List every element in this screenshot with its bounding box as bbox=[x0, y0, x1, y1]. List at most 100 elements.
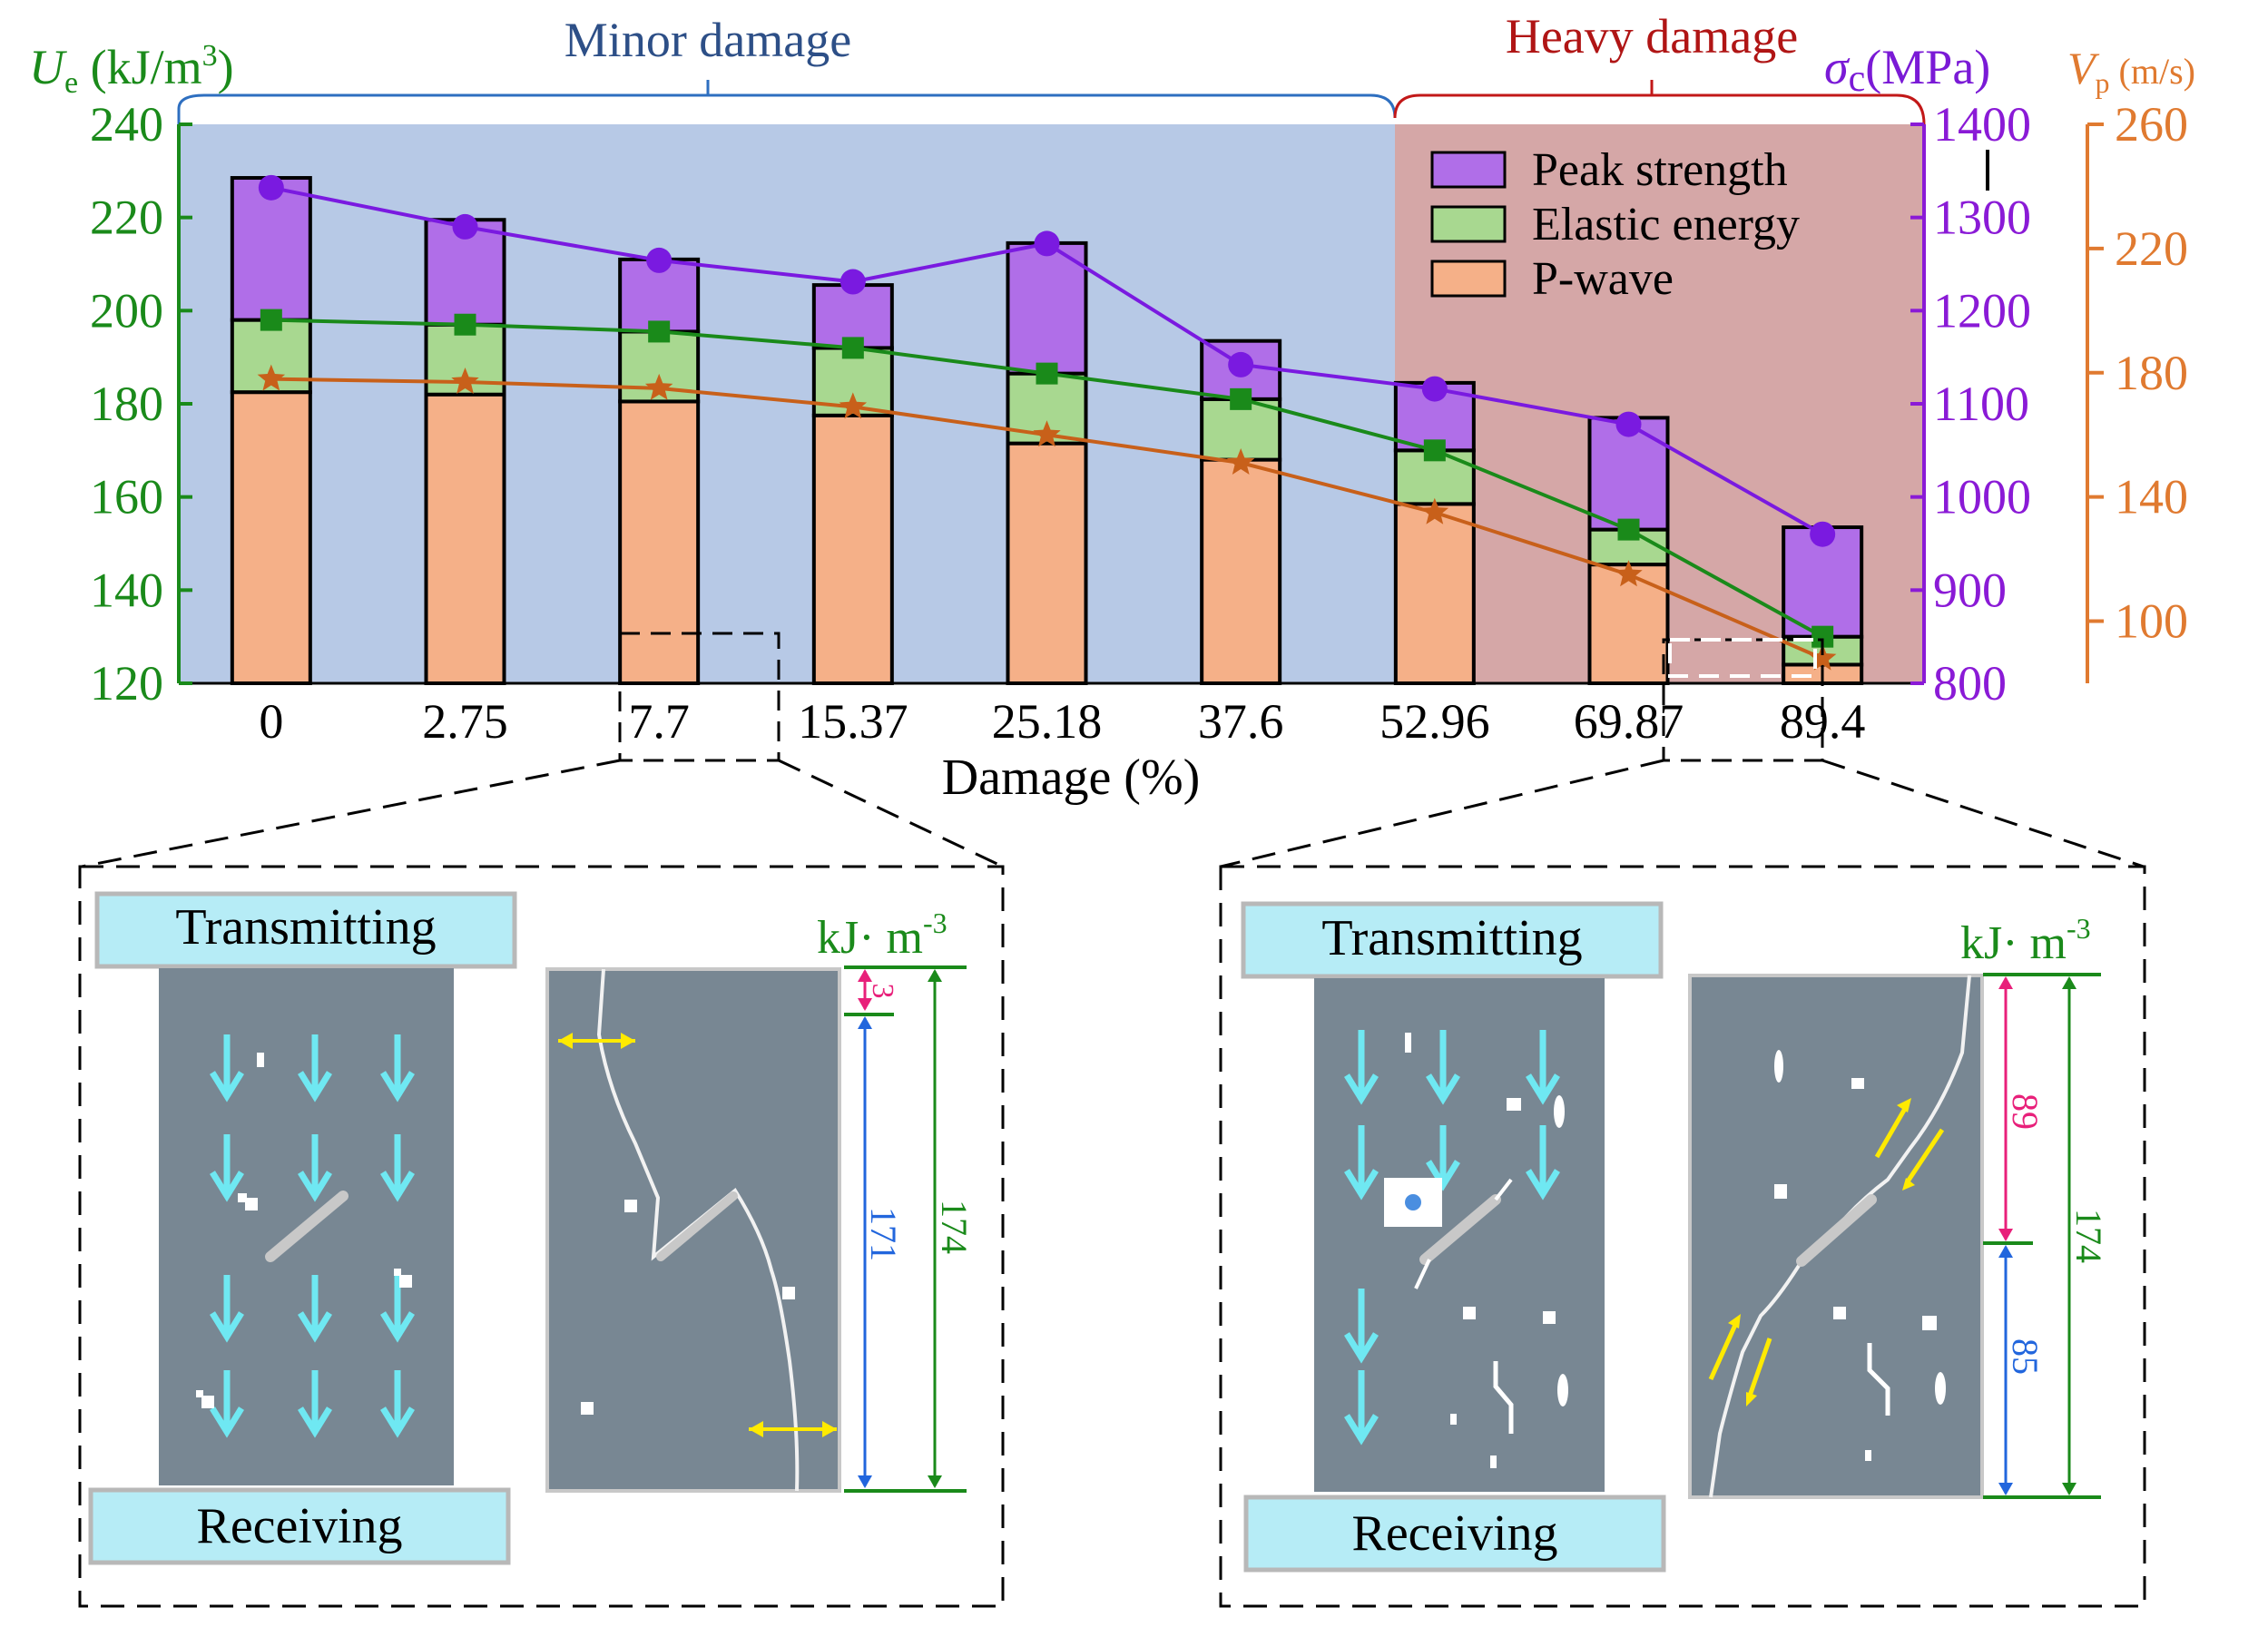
shear-arrow-right-3 bbox=[1708, 1323, 1738, 1381]
wave-arrowhead bbox=[210, 1311, 244, 1343]
right1-tick-label: 900 bbox=[1933, 563, 2007, 617]
legend-label-pwave: P-wave bbox=[1532, 253, 1674, 305]
point-elastic bbox=[260, 309, 282, 331]
point-elastic bbox=[454, 313, 476, 336]
wave-arrows-left bbox=[210, 1034, 415, 1438]
left-tick-label: 160 bbox=[90, 470, 163, 524]
transmitting-label-right: Transmitting bbox=[1321, 910, 1582, 966]
shear-arrow-right-2 bbox=[1905, 1128, 1945, 1183]
point-pwave bbox=[1033, 420, 1061, 447]
heavy-damage-label: Heavy damage bbox=[1506, 9, 1798, 64]
receiving-box-right bbox=[1243, 1495, 1666, 1573]
x-tick-label: 25.18 bbox=[992, 694, 1103, 749]
shear-arrow-right-1 bbox=[1874, 1105, 1909, 1159]
wave-arrowhead bbox=[298, 1311, 332, 1343]
point-peak bbox=[839, 269, 866, 295]
right1-tick-label: 1000 bbox=[1933, 470, 2031, 524]
right1-tick-label: 1300 bbox=[1933, 191, 2031, 245]
wave-arrowhead bbox=[1426, 1160, 1460, 1191]
x-tick-label: 7.7 bbox=[628, 694, 690, 749]
dim-top-value-right: 89 bbox=[2005, 1093, 2046, 1130]
right2-axis-title: Vp (m/s) bbox=[2067, 43, 2195, 99]
bar-pwave bbox=[1200, 457, 1282, 685]
unit-label-left: kJ· m-3 bbox=[817, 907, 947, 964]
point-pwave bbox=[1226, 448, 1255, 475]
point-peak bbox=[1615, 411, 1642, 437]
bar-peak bbox=[230, 176, 312, 322]
axis-ticks: 120 140 160 180 200 220 240 800 900 1000 1100 1200 1… bbox=[90, 97, 2188, 711]
x-tick-label: 2.75 bbox=[422, 694, 508, 749]
bar-pwave bbox=[811, 413, 894, 685]
unit-label-right: kJ· m-3 bbox=[1960, 912, 2091, 969]
x-tick-label: 37.6 bbox=[1198, 694, 1284, 749]
left-tick-label: 140 bbox=[90, 563, 163, 617]
left-axis-title: Ue (kJ/m3) bbox=[29, 39, 234, 100]
right1-tick-label: 1200 bbox=[1933, 283, 2031, 338]
wave-arrowhead bbox=[1344, 1332, 1379, 1364]
point-peak bbox=[1810, 521, 1836, 547]
wave-arrowhead bbox=[210, 1071, 244, 1103]
dim-mid-value-left: 171 bbox=[863, 1207, 904, 1261]
x-tick-label: 0 bbox=[259, 694, 283, 749]
point-pwave bbox=[257, 364, 286, 391]
lines-group bbox=[257, 174, 1837, 671]
wave-arrowhead bbox=[380, 1406, 415, 1438]
wave-arrowhead bbox=[380, 1311, 415, 1343]
main-chart: Minor damage Heavy damage 120 140 160 180 20… bbox=[29, 9, 2195, 868]
x-tick-label: 15.37 bbox=[798, 694, 908, 749]
dim-total-value-right: 174 bbox=[2068, 1209, 2109, 1263]
transmitting-box-right bbox=[1241, 901, 1664, 979]
right2-tick-label: 180 bbox=[2115, 346, 2188, 400]
point-pwave bbox=[644, 373, 673, 400]
inset-left-frame bbox=[78, 865, 1005, 1608]
transmitting-box-left bbox=[94, 891, 517, 969]
x-axis-title: Damage (%) bbox=[942, 750, 1201, 806]
right2-tick-label: 260 bbox=[2115, 97, 2188, 152]
point-pwave bbox=[839, 392, 868, 419]
legend-swatch-elastic bbox=[1430, 205, 1507, 243]
flaw-right bbox=[1419, 1194, 1501, 1265]
legend-label-peak: Peak strength bbox=[1532, 144, 1788, 196]
point-peak bbox=[646, 247, 673, 273]
left-tick-label: 240 bbox=[90, 97, 163, 152]
right2-tick-label: 220 bbox=[2115, 221, 2188, 276]
inset-right: Transmitting Receiving bbox=[1219, 865, 2146, 1608]
right2-tick-label: 100 bbox=[2115, 594, 2188, 649]
dim-top-value-left: 3 bbox=[866, 984, 899, 999]
wave-arrowhead bbox=[1426, 1073, 1460, 1105]
x-tick-labels: 0 2.75 7.7 15.37 25.18 37.6 52.96 69.87 89.4 bbox=[259, 694, 1865, 749]
dim-mid-value-right: 85 bbox=[2005, 1338, 2046, 1375]
point-peak bbox=[1034, 230, 1060, 257]
point-peak bbox=[1421, 376, 1448, 402]
point-pwave bbox=[1420, 497, 1449, 524]
point-elastic bbox=[648, 320, 671, 343]
right1-axis-title: σc(MPa) bbox=[1824, 40, 1990, 100]
point-pwave bbox=[451, 368, 479, 394]
wave-arrowhead bbox=[1344, 1169, 1379, 1201]
bar-pwave bbox=[1393, 502, 1476, 685]
heavy-damage-brace bbox=[1393, 93, 1926, 125]
bar-pwave bbox=[1587, 563, 1670, 685]
inset-right-frame bbox=[1219, 865, 2146, 1608]
bar-pwave bbox=[618, 399, 701, 685]
legend-swatch-peak bbox=[1430, 151, 1507, 189]
wave-arrowhead bbox=[1344, 1073, 1379, 1105]
wave-arrowhead bbox=[380, 1171, 415, 1202]
right1-tick-label: 800 bbox=[1933, 656, 2007, 711]
bar-pwave bbox=[230, 390, 312, 685]
receiving-label-right: Receiving bbox=[1351, 1505, 1557, 1562]
point-peak bbox=[1228, 351, 1254, 377]
left-tick-label: 220 bbox=[90, 191, 163, 245]
legend-swatch-pwave bbox=[1430, 260, 1507, 298]
right1-tick-label: 1400 bbox=[1933, 97, 2031, 152]
legend: Peak strength Elastic energy P-wave bbox=[1430, 144, 1800, 305]
point-elastic bbox=[1036, 362, 1058, 385]
wave-arrowhead bbox=[210, 1171, 244, 1202]
wave-arrowhead bbox=[210, 1406, 244, 1438]
minor-damage-label: Minor damage bbox=[565, 13, 851, 67]
wave-arrowhead bbox=[298, 1406, 332, 1438]
wave-arrows-right bbox=[1344, 1030, 1560, 1446]
dim-total-value-left: 174 bbox=[934, 1200, 975, 1254]
x-tick-label: 69.87 bbox=[1574, 694, 1684, 749]
